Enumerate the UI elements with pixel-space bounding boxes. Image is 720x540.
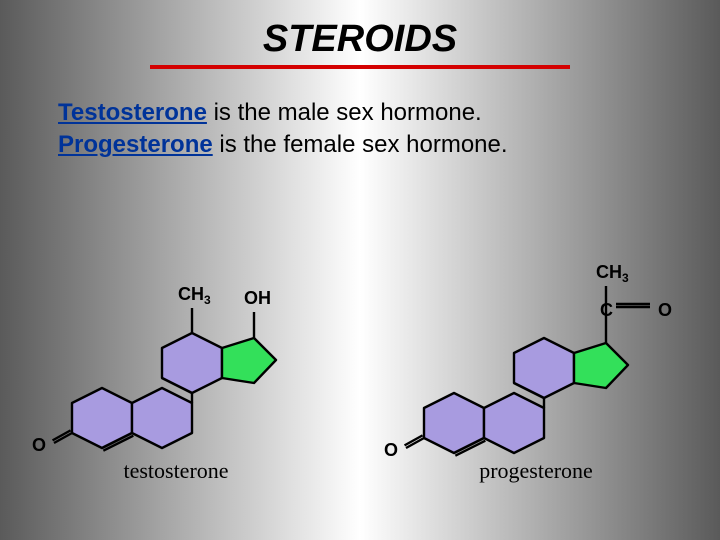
caption-progesterone: progesterone [376, 458, 696, 484]
svg-text:O: O [384, 440, 398, 458]
link-testosterone[interactable]: Testosterone [58, 99, 207, 126]
page-title: STEROIDS [0, 0, 720, 61]
svg-text:CH3: CH3 [178, 284, 211, 307]
link-progesterone[interactable]: Progesterone [58, 131, 213, 158]
body-text: Testosterone is the male sex hormone. Pr… [58, 97, 720, 162]
figures-container: O CH3 OH testosterone O CH3 C Oprogesterone [0, 248, 720, 508]
svg-text:O: O [32, 435, 46, 455]
svg-text:CH3: CH3 [596, 262, 629, 285]
line-2-rest: is the female sex hormone. [213, 131, 508, 158]
title-underline [150, 65, 570, 69]
molecule-testosterone: O CH3 OH testosterone [26, 248, 326, 484]
molecule-progesterone: O CH3 C Oprogesterone [376, 248, 696, 484]
line-1-rest: is the male sex hormone. [207, 99, 482, 126]
svg-text:C: C [600, 300, 613, 320]
line-1: Testosterone is the male sex hormone. [58, 97, 720, 129]
svg-text:OH: OH [244, 288, 271, 308]
line-2: Progesterone is the female sex hormone. [58, 129, 720, 161]
svg-text:O: O [658, 300, 672, 320]
caption-testosterone: testosterone [26, 458, 326, 484]
